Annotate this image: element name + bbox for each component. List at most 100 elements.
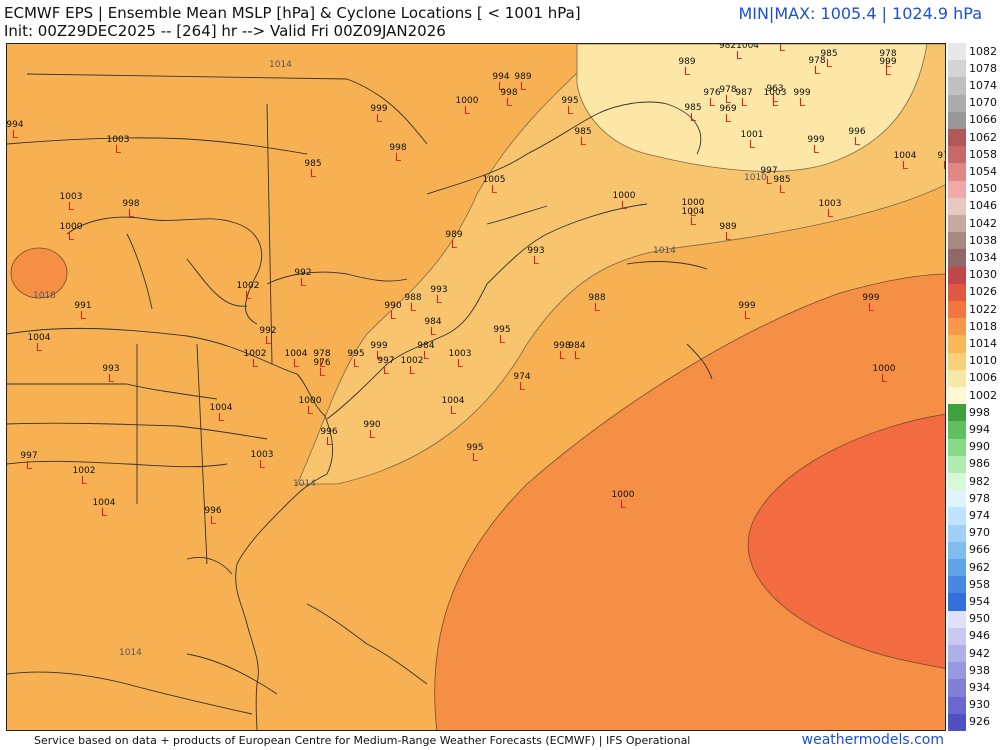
cyclone-low-marker: L [293, 357, 300, 370]
colorbar-label: 1018 [969, 319, 997, 333]
colorbar-swatch [948, 129, 966, 147]
cyclone-pressure-value: 993 [527, 246, 544, 256]
isobar-label: 1018 [33, 291, 56, 301]
cyclone-low-marker: L [559, 349, 566, 362]
colorbar-swatch [948, 146, 966, 164]
colorbar-label: 1042 [969, 216, 997, 230]
cyclone-low-marker: L [868, 301, 875, 314]
isobar-label: 1014 [293, 479, 316, 489]
cyclone-pressure-value: 1004 [682, 207, 705, 217]
cyclone-low-marker: L [409, 364, 416, 377]
colorbar-label: 1010 [969, 354, 997, 368]
colorbar-swatch [948, 266, 966, 285]
cyclone-low-marker: L [491, 183, 498, 196]
colorbar-swatch [948, 318, 966, 336]
colorbar-label: 1014 [969, 337, 997, 350]
cyclone-pressure-value: 990 [363, 420, 380, 430]
cyclone-low-marker: L [81, 474, 88, 487]
cyclone-low-marker: L [902, 159, 909, 172]
cyclone-low-marker: L [128, 207, 135, 220]
cyclone-low-marker: L [436, 293, 443, 306]
pressure-zone-1010 [576, 44, 928, 172]
cyclone-pressure-value: 992 [259, 326, 276, 336]
colorbar-label: 1054 [969, 165, 997, 178]
cyclone-low-marker: L [885, 65, 892, 78]
colorbar-label: 1050 [969, 182, 997, 196]
cyclone-low-marker: L [725, 230, 732, 243]
cyclone-pressure-value: 996 [848, 127, 865, 137]
isobar-label: 1014 [269, 60, 292, 70]
cyclone-pressure-value: 985 [684, 103, 701, 113]
colorbar-label: 1058 [969, 147, 997, 161]
colorbar-swatch [948, 335, 966, 354]
colorbar-swatch [948, 645, 966, 663]
colorbar-label: 1030 [969, 268, 997, 282]
colorbar-label: 938 [969, 663, 990, 677]
cyclone-pressure-value: 976 [313, 358, 330, 368]
data-credit: Service based on data + products of Euro… [34, 734, 691, 747]
colorbar-swatch [948, 77, 966, 96]
cyclone-low-marker: L [799, 96, 806, 109]
cyclone-low-marker: L [779, 183, 786, 196]
cyclone-pressure-value: 978 [313, 349, 330, 359]
cyclone-pressure-value: 976 [703, 88, 720, 98]
colorbar-label: 958 [969, 577, 990, 591]
colorbar-swatch [948, 593, 966, 612]
cyclone-low-marker: L [690, 206, 697, 219]
colorbar-swatch [948, 627, 966, 646]
colorbar-label: 1066 [969, 113, 997, 127]
cyclone-low-marker: L [772, 96, 779, 109]
cyclone-low-marker: L [690, 111, 697, 124]
cyclone-pressure-value: 1001 [741, 130, 764, 140]
cyclone-low-marker: L [101, 506, 108, 519]
colorbar-swatch [948, 283, 966, 302]
cyclone-low-marker: L [326, 435, 333, 448]
cyclone-low-marker: L [709, 96, 716, 109]
colorbar-label: 978 [969, 491, 990, 505]
cyclone-low-marker: L [115, 143, 122, 156]
cyclone-pressure-value: 1000 [682, 198, 705, 208]
cyclone-low-marker: L [684, 65, 691, 78]
colorbar-swatch [948, 490, 966, 508]
colorbar-swatch [948, 473, 966, 491]
cyclone-low-marker: L [252, 357, 259, 370]
colorbar-label: 1006 [969, 371, 997, 385]
min-max-readout: MIN|MAX: 1005.4 | 1024.9 hPa [738, 4, 982, 23]
colorbar-label: 1046 [969, 199, 997, 213]
colorbar-label: 1026 [969, 285, 997, 299]
cyclone-pressure-value: 999 [862, 293, 879, 303]
cyclone-low-marker: L [319, 357, 326, 370]
colorbar-label: 1022 [969, 302, 997, 316]
colorbar-swatch [948, 662, 966, 680]
cyclone-low-marker: L [854, 135, 861, 148]
cyclone-pressure-value: 997 [760, 166, 777, 176]
cyclone-pressure-value: 1003 [251, 450, 274, 460]
cyclone-low-marker: L [218, 411, 225, 424]
colorbar-swatch [948, 352, 966, 371]
isobar-label: 1014 [653, 246, 676, 256]
cyclone-pressure-value: 995 [347, 349, 364, 359]
brand-link[interactable]: weathermodels.com [801, 732, 944, 748]
cyclone-low-marker: L [736, 49, 743, 62]
cyclone-low-marker: L [779, 44, 786, 54]
cyclone-low-marker: L [464, 104, 471, 117]
cyclone-low-marker: L [580, 135, 587, 148]
init-valid-time: Init: 00Z29DEC2025 -- [264] hr --> Valid… [4, 22, 446, 40]
chart-title: ECMWF EPS | Ensemble Mean MSLP [hPa] & C… [4, 4, 581, 22]
colorbar-label: 954 [969, 595, 990, 608]
cyclone-pressure-value: 978 [879, 49, 896, 59]
isobar-label: 1010 [744, 173, 767, 183]
cyclone-low-marker: L [725, 112, 732, 125]
map-panel: 1014 1018 1014 1014 1010 1014 994 L 1003 L 1… [6, 43, 946, 731]
cyclone-pressure-value: 995 [561, 96, 578, 106]
cyclone-pressure-value: 1004 [28, 333, 51, 343]
cyclone-pressure-value: 1005 [483, 175, 506, 185]
cyclone-pressure-value: 988 [588, 293, 605, 303]
cyclone-pressure-value: 995 [493, 325, 510, 335]
cyclone-pressure-value: 9821004 [719, 44, 759, 51]
cyclone-low-marker: L [376, 349, 383, 362]
colorbar-swatch [948, 421, 966, 440]
cyclone-pressure-value: 984 [568, 341, 585, 351]
cyclone-pressure-value: 996 [320, 427, 337, 437]
